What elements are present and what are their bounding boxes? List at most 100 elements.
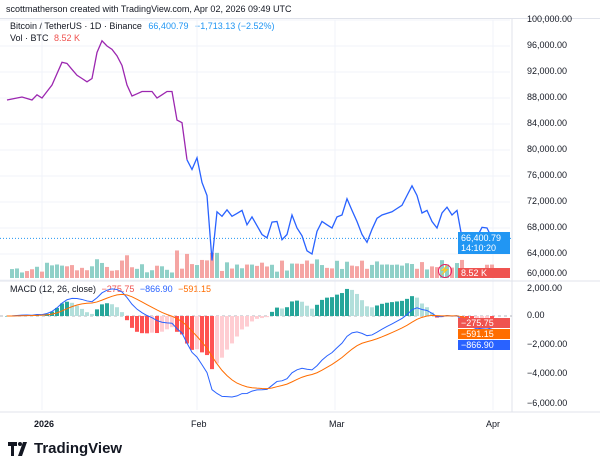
volume-bar <box>420 262 424 278</box>
volume-bar <box>155 265 159 278</box>
volume-bar <box>360 260 364 278</box>
macd-histogram-bar <box>360 300 364 316</box>
macd-histogram-bar <box>155 316 159 334</box>
macd-histogram-bar <box>255 316 259 319</box>
volume-bar <box>410 264 414 278</box>
volume-bar <box>240 268 244 278</box>
macd-hist-tag: −275.75 <box>458 318 510 328</box>
volume-bar <box>335 260 339 278</box>
volume-bar <box>315 259 319 278</box>
volume-bar <box>425 269 429 278</box>
macd-hist-value: −275.75 <box>101 284 135 294</box>
macd-histogram-bar <box>95 309 99 316</box>
macd-histogram-bar <box>280 308 284 316</box>
volume-bar <box>325 267 329 278</box>
macd-histogram-bar <box>325 297 329 316</box>
macd-histogram-bar <box>5 316 9 317</box>
price-axis-label: 60,000.00 <box>527 268 568 278</box>
volume-bar <box>50 265 54 278</box>
macd-histogram-bar <box>380 303 384 316</box>
macd-histogram-bar <box>55 307 59 316</box>
volume-bar <box>275 271 279 278</box>
macd-histogram-bar <box>315 304 319 316</box>
volume-bar <box>15 268 19 278</box>
volume-bar <box>400 265 404 278</box>
macd-histogram-bar <box>225 316 229 350</box>
volume-bar <box>235 264 239 278</box>
macd-histogram-bar <box>190 316 194 350</box>
lightning-icon[interactable]: ⚡ <box>438 264 452 278</box>
macd-histogram-bar <box>375 305 379 316</box>
volume-bar <box>160 266 164 278</box>
candle-countdown: 14:10:20 <box>461 243 497 253</box>
price-axis-label: 64,000.00 <box>527 248 568 258</box>
price-axis-label: 76,000.00 <box>527 170 568 180</box>
macd-histogram-bar <box>215 316 219 364</box>
macd-axis-label: 2,000.00 <box>527 283 563 293</box>
volume-bar <box>35 266 39 278</box>
volume-bar <box>125 255 129 278</box>
macd-histogram-bar <box>260 316 264 319</box>
macd-histogram-bar <box>195 316 199 350</box>
volume-bar <box>270 264 274 278</box>
credit-text: scottmatherson created with TradingView.… <box>6 4 292 14</box>
volume-bar <box>200 259 204 278</box>
volume-bar <box>185 253 189 278</box>
volume-bar <box>355 266 359 278</box>
macd-histogram-bar <box>310 308 314 316</box>
volume-bar <box>290 263 294 278</box>
price-axis-label: 68,000.00 <box>527 222 568 232</box>
macd-histogram-bar <box>170 316 174 328</box>
macd-histogram-bar <box>145 316 149 334</box>
macd-histogram-bar <box>415 297 419 316</box>
legend-row: Bitcoin / TetherUS · 1D · Binance 66,400… <box>10 21 275 31</box>
volume-bar <box>25 271 29 278</box>
volume-bar <box>20 272 24 278</box>
price-axis-label: 84,000.00 <box>527 118 568 128</box>
macd-histogram-bar <box>180 316 184 335</box>
volume-bar <box>40 271 44 278</box>
macd-histogram-bar <box>230 316 234 344</box>
volume-bar <box>405 263 409 278</box>
volume-bar <box>195 265 199 278</box>
price-axis-label: 96,000.00 <box>527 40 568 50</box>
logo-text: TradingView <box>34 440 123 457</box>
macd-histogram-bar <box>295 300 299 316</box>
symbol-label[interactable]: Bitcoin / TetherUS · 1D · Binance <box>10 21 142 31</box>
volume-bar <box>430 266 434 278</box>
macd-histogram-bar <box>140 316 144 334</box>
macd-signal-value: −591.15 <box>178 284 211 294</box>
volume-bar <box>70 265 74 278</box>
volume-bar <box>150 270 154 278</box>
volume-label[interactable]: Vol · BTC <box>10 33 49 43</box>
volume-tag: 8.52 K <box>458 268 510 278</box>
divider <box>0 18 600 19</box>
time-label-apr: Apr <box>486 419 501 429</box>
volume-bar <box>75 270 79 278</box>
macd-axis-label: −2,000.00 <box>527 339 568 350</box>
macd-label[interactable]: MACD (12, 26, close) <box>10 284 97 294</box>
macd-histogram-bar <box>90 313 94 316</box>
tradingview-logo-icon <box>8 441 27 456</box>
volume-bar <box>385 264 389 278</box>
macd-histogram-bar <box>385 302 389 316</box>
volume-bar <box>135 268 139 278</box>
price-line <box>186 155 493 261</box>
macd-histogram-bar <box>110 304 114 316</box>
macd-signal-tag: −591.15 <box>458 329 510 339</box>
macd-histogram-bar <box>100 304 104 316</box>
macd-legend: MACD (12, 26, close) −275.75 −866.90 −59… <box>10 284 211 294</box>
volume-bar <box>105 266 109 278</box>
volume-bar <box>140 264 144 278</box>
macd-histogram-bar <box>350 289 354 316</box>
volume-bar <box>255 265 259 278</box>
volume-bar <box>395 264 399 278</box>
macd-histogram-bar <box>160 316 164 332</box>
volume-bar <box>80 267 84 278</box>
macd-histogram-bar <box>430 312 434 316</box>
volume-value: 8.52 K <box>54 33 81 43</box>
macd-axis-label: −4,000.00 <box>527 368 568 379</box>
macd-histogram-bar <box>270 311 274 316</box>
